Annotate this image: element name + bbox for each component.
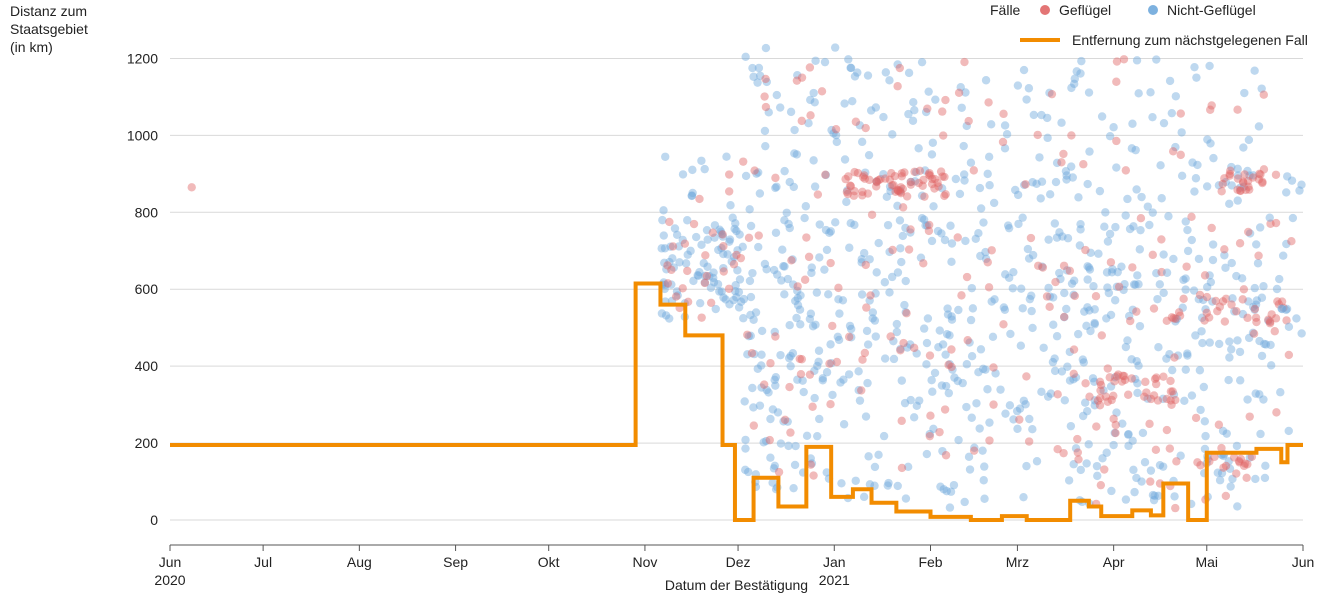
- svg-text:Mai: Mai: [1195, 554, 1218, 570]
- svg-text:Fälle: Fälle: [990, 2, 1021, 18]
- svg-text:Apr: Apr: [1103, 554, 1125, 570]
- svg-text:Jan: Jan: [823, 554, 846, 570]
- svg-text:1200: 1200: [127, 50, 158, 66]
- svg-text:Entfernung zum nächstgelegenen: Entfernung zum nächstgelegenen Fall: [1072, 32, 1308, 48]
- svg-text:400: 400: [135, 358, 159, 374]
- svg-text:Nicht-Geflügel: Nicht-Geflügel: [1167, 2, 1256, 18]
- svg-text:Jul: Jul: [254, 554, 272, 570]
- svg-text:Mrz: Mrz: [1006, 554, 1029, 570]
- chart-container: 0 200 400 600 800 1000 1200 Distanz zum Staatsge…: [0, 0, 1333, 600]
- svg-text:Datum der Bestätigung: Datum der Bestätigung: [665, 577, 808, 593]
- chart-svg: 0 200 400 600 800 1000 1200 Distanz zum Staatsge…: [0, 0, 1333, 600]
- svg-text:(in km): (in km): [10, 39, 53, 55]
- svg-text:2021: 2021: [819, 572, 850, 588]
- svg-text:1000: 1000: [127, 127, 158, 143]
- svg-text:Sep: Sep: [443, 554, 468, 570]
- svg-text:Aug: Aug: [347, 554, 372, 570]
- svg-text:Feb: Feb: [918, 554, 942, 570]
- svg-text:Staatsgebiet: Staatsgebiet: [10, 21, 88, 37]
- svg-text:Dez: Dez: [726, 554, 751, 570]
- svg-text:200: 200: [135, 435, 159, 451]
- svg-text:Geflügel: Geflügel: [1059, 2, 1111, 18]
- svg-text:0: 0: [150, 512, 158, 528]
- svg-text:600: 600: [135, 281, 159, 297]
- svg-text:Okt: Okt: [538, 554, 560, 570]
- svg-text:800: 800: [135, 204, 159, 220]
- svg-text:2020: 2020: [154, 572, 185, 588]
- svg-text:Distanz zum: Distanz zum: [10, 3, 87, 19]
- svg-text:Jun: Jun: [159, 554, 182, 570]
- svg-text:Nov: Nov: [632, 554, 657, 570]
- svg-text:Jun: Jun: [1292, 554, 1315, 570]
